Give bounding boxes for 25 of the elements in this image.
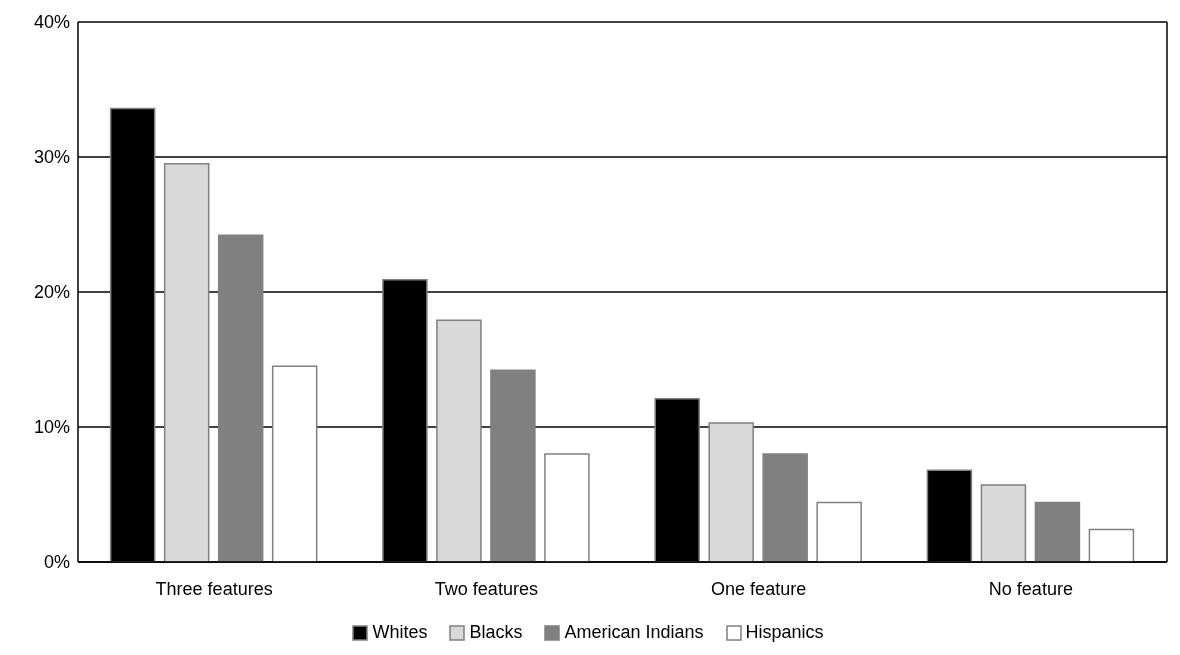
bar <box>1088 528 1135 562</box>
bar <box>816 501 862 562</box>
bar <box>490 369 536 562</box>
y-tick-label: 0% <box>43 552 70 573</box>
bar <box>217 234 264 562</box>
bar <box>1034 501 1081 562</box>
x-tick-label: Three features <box>155 578 273 599</box>
y-tick-label: 10% <box>33 417 70 438</box>
bar <box>708 422 754 562</box>
legend-label: Blacks <box>469 622 523 643</box>
legend-label: Whites <box>372 622 428 643</box>
bar <box>163 163 210 562</box>
bar <box>436 319 482 562</box>
y-tick-label: 20% <box>33 282 70 303</box>
bar <box>544 453 590 562</box>
legend-label: American Indians <box>564 622 704 643</box>
x-tick-label: One feature <box>711 578 807 599</box>
x-tick-label: No feature <box>988 578 1073 599</box>
bar <box>271 365 318 562</box>
legend-label: Hispanics <box>745 622 824 643</box>
y-tick-label: 40% <box>33 12 70 33</box>
bar <box>762 453 808 562</box>
bar <box>980 484 1027 562</box>
y-tick-label: 30% <box>33 147 70 168</box>
x-tick-label: Two features <box>434 578 538 599</box>
